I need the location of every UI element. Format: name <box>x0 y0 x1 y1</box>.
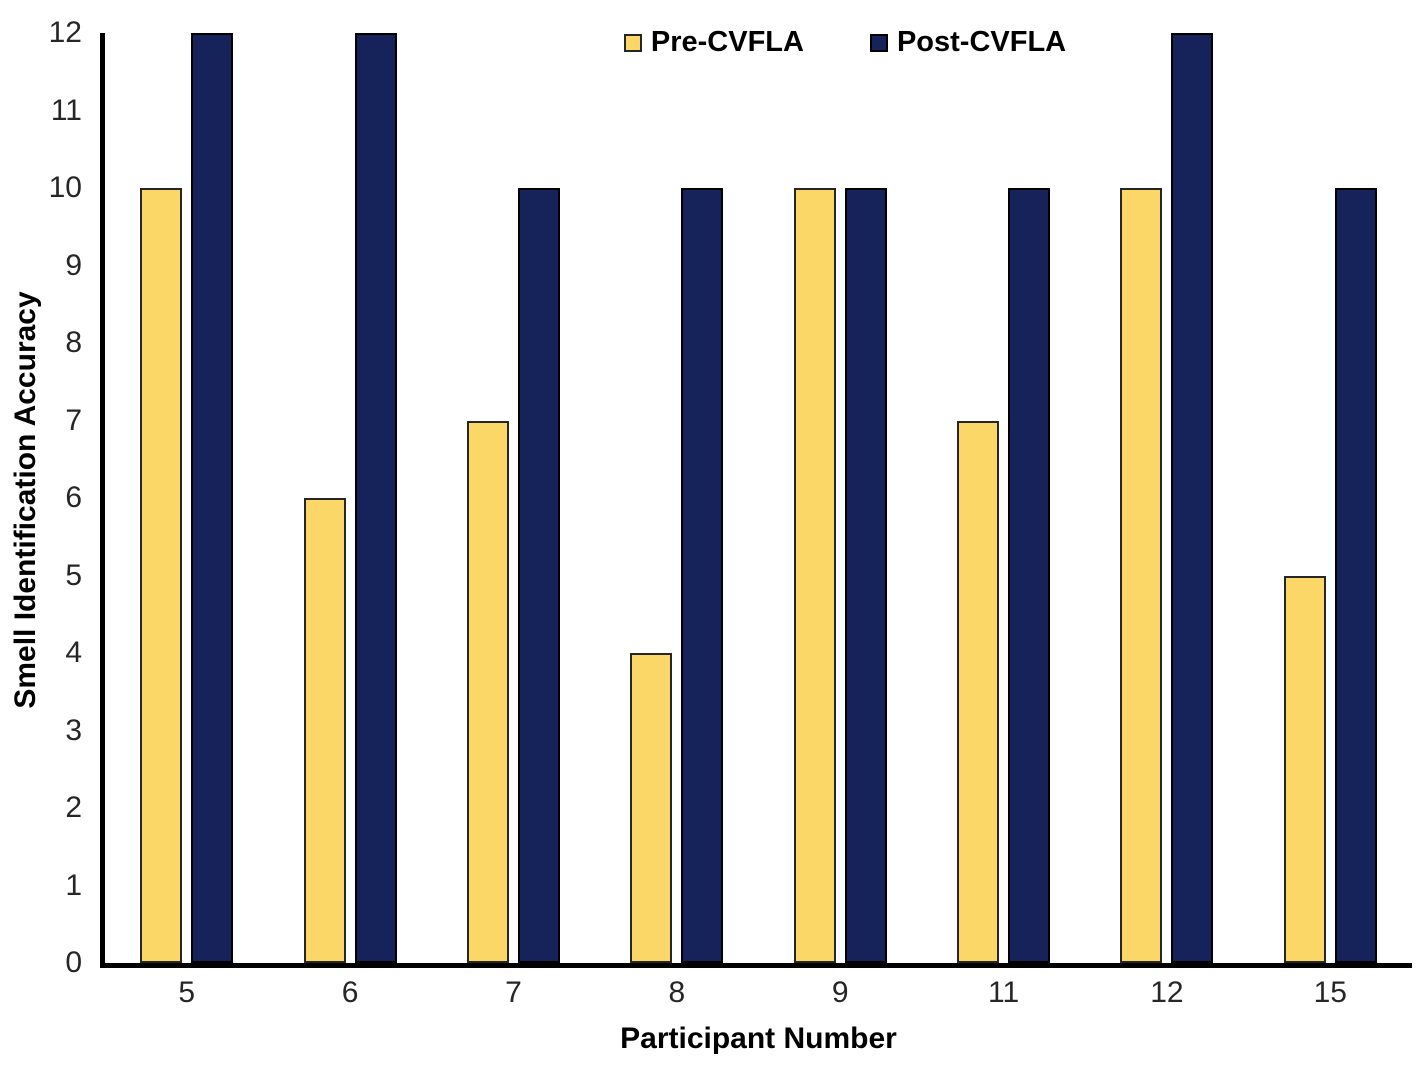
bar-group-participant-7 <box>432 33 595 963</box>
legend-label-pre-cvfla: Pre-CVFLA <box>650 26 804 58</box>
bar-pre-cvfla <box>303 498 346 963</box>
x-tick-label: 11 <box>987 976 1020 1009</box>
bar-pre-cvfla <box>793 188 836 963</box>
bar-pre-cvfla <box>140 188 183 963</box>
bar-group-participant-8 <box>595 33 758 963</box>
y-tick-label: 5 <box>65 558 82 592</box>
bar-post-cvfla <box>681 188 724 963</box>
y-axis-tick-labels: 0 1 2 3 4 5 6 7 8 9 10 11 12 <box>0 16 92 979</box>
y-tick-label: 3 <box>65 713 82 747</box>
bar-post-cvfla <box>844 188 887 963</box>
y-tick-label: 1 <box>65 868 82 902</box>
bar-group-participant-9 <box>759 33 922 963</box>
y-tick-label: 8 <box>65 326 82 359</box>
bar-post-cvfla <box>1171 33 1214 963</box>
plot-area <box>100 33 1412 968</box>
bar-group-participant-11 <box>922 33 1085 963</box>
bar-pre-cvfla <box>1283 575 1326 963</box>
bar-post-cvfla <box>1334 188 1377 963</box>
x-tick-label: 15 <box>1313 976 1347 1009</box>
y-tick-label: 11 <box>50 93 82 127</box>
y-tick-label: 7 <box>65 403 82 437</box>
bar-group-participant-6 <box>268 33 431 963</box>
x-axis-tick-labels: 5 6 7 8 9 11 12 15 <box>105 976 1412 1010</box>
post-cvfla-swatch-icon <box>869 33 888 52</box>
bar-groups <box>105 33 1412 963</box>
x-tick-label: 8 <box>668 976 686 1009</box>
pre-cvfla-swatch-icon <box>623 33 642 52</box>
legend-item-post-cvfla: Post-CVFLA <box>869 26 1067 59</box>
x-axis-title: Participant Number <box>620 1022 897 1055</box>
legend-item-pre-cvfla: Pre-CVFLA <box>623 26 804 59</box>
bar-post-cvfla <box>517 188 560 963</box>
bar-pre-cvfla <box>630 653 673 963</box>
x-tick-label: 6 <box>341 976 359 1009</box>
bar-group-participant-5 <box>105 33 268 963</box>
bar-pre-cvfla <box>466 420 509 963</box>
y-tick-label: 2 <box>65 791 82 824</box>
bar-group-participant-12 <box>1085 33 1248 963</box>
x-tick-label: 5 <box>178 976 196 1009</box>
bar-group-participant-15 <box>1249 33 1412 963</box>
y-tick-label: 6 <box>65 481 82 514</box>
y-tick-label: 9 <box>65 248 82 282</box>
bar-post-cvfla <box>191 33 234 963</box>
y-tick-label: 12 <box>48 16 82 49</box>
legend-label-post-cvfla: Post-CVFLA <box>896 26 1067 58</box>
bar-pre-cvfla <box>1120 188 1163 963</box>
legend: Pre-CVFLA Post-CVFLA <box>0 26 1418 59</box>
x-tick-label: 12 <box>1150 976 1184 1009</box>
y-tick-label: 0 <box>65 946 82 979</box>
bar-post-cvfla <box>1008 188 1051 963</box>
bar-post-cvfla <box>354 33 397 963</box>
y-tick-label: 4 <box>65 636 82 669</box>
y-tick-label: 10 <box>48 171 82 204</box>
x-tick-label: 7 <box>505 976 522 1009</box>
x-tick-label: 9 <box>831 976 849 1009</box>
bar-pre-cvfla <box>957 420 1000 963</box>
